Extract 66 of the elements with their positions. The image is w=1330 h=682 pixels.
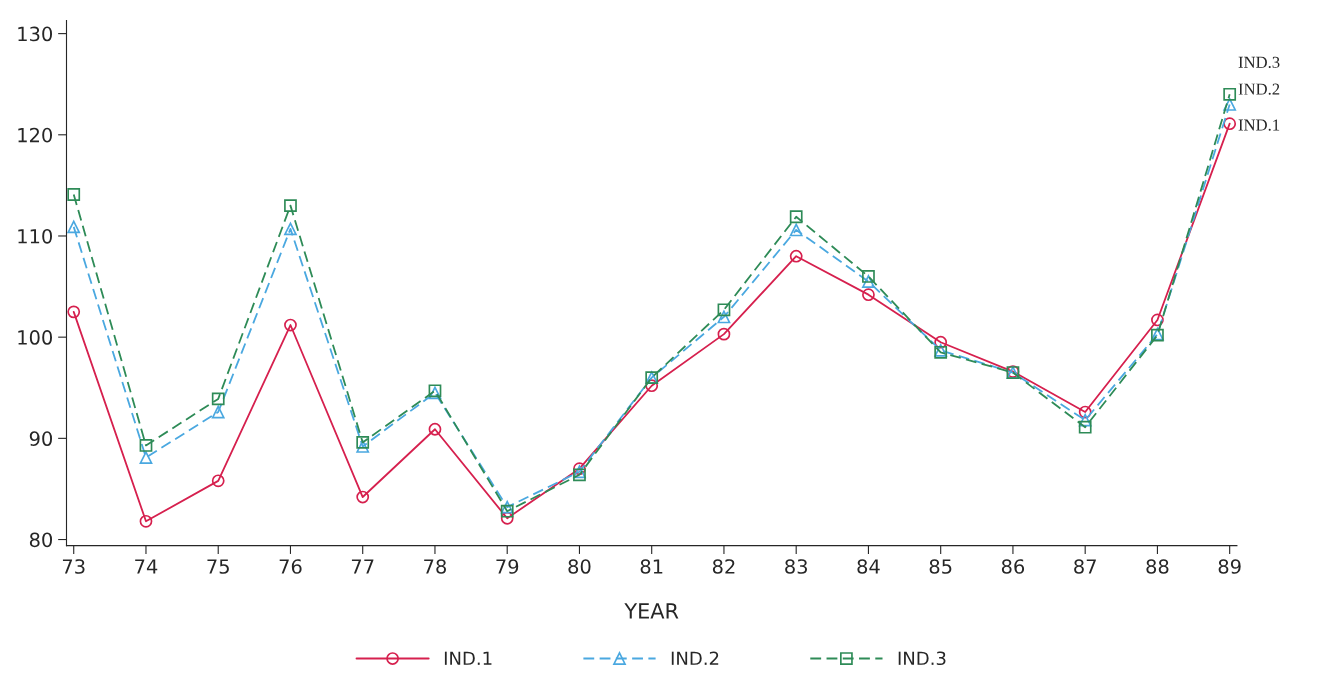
point: [500, 511, 514, 525]
point: [1223, 98, 1237, 111]
y-tick-label: 130: [18, 26, 53, 42]
text: IND.3: [1238, 56, 1280, 69]
point: [717, 303, 731, 317]
point: [139, 439, 153, 452]
point: [139, 514, 153, 528]
x-tick-label: 81: [640, 559, 663, 574]
x-tick-label: 82: [712, 559, 735, 574]
point: [1223, 87, 1237, 101]
point: [67, 188, 81, 201]
x-tick-label: 78: [424, 559, 446, 574]
text: IND.2: [1238, 83, 1280, 95]
point: [862, 270, 875, 283]
x-tick-label: 80: [568, 559, 591, 574]
x-axis-title: YEAR: [624, 603, 679, 619]
x-tick-label: 79: [496, 559, 519, 574]
y-tick-label: 80: [29, 532, 53, 548]
point: [500, 504, 514, 518]
point: [789, 223, 803, 237]
point: [789, 249, 803, 263]
text: IND.1: [1238, 119, 1280, 131]
x-tick-label: 77: [351, 559, 374, 574]
x-tick-label: 88: [1146, 559, 1169, 574]
y-tick-label: 110: [18, 228, 53, 244]
point: [789, 210, 803, 224]
point: [428, 422, 442, 436]
point: [1078, 405, 1092, 419]
point: [356, 490, 370, 504]
point: [284, 222, 297, 236]
point: [67, 220, 81, 234]
x-tick-label: 86: [1001, 559, 1025, 574]
point: [717, 310, 731, 324]
legend-label: IND.2: [671, 651, 719, 665]
point: [1151, 313, 1164, 327]
x-tick-label: 83: [785, 559, 808, 574]
point: [211, 392, 225, 406]
point: [211, 405, 225, 419]
x-tick-label: 89: [1218, 559, 1241, 574]
point: [500, 500, 514, 514]
point: [67, 305, 81, 319]
point: [211, 474, 225, 488]
point: [862, 275, 875, 288]
legend-label: IND.1: [444, 651, 492, 665]
point: [284, 318, 297, 332]
point: [356, 436, 370, 449]
y-tick-label: 120: [18, 127, 53, 143]
x-tick-label: 76: [279, 559, 302, 574]
x-tick-label: 85: [929, 559, 952, 574]
point: [862, 288, 875, 302]
point: [717, 327, 731, 341]
y-tick-label: 100: [18, 330, 53, 345]
legend-label: IND.3: [898, 651, 946, 666]
x-tick-label: 73: [62, 559, 85, 574]
x-tick-label: 87: [1074, 559, 1096, 574]
point: [1223, 117, 1237, 131]
x-tick-label: 84: [857, 559, 880, 574]
x-tick-label: 75: [207, 559, 229, 574]
point: [284, 199, 297, 213]
point: [1078, 420, 1092, 434]
point: [934, 335, 948, 349]
point: [139, 451, 153, 464]
point: [1078, 413, 1092, 427]
point: [356, 440, 370, 453]
x-tick-label: 74: [135, 559, 158, 574]
y-tick-label: 90: [29, 431, 53, 447]
